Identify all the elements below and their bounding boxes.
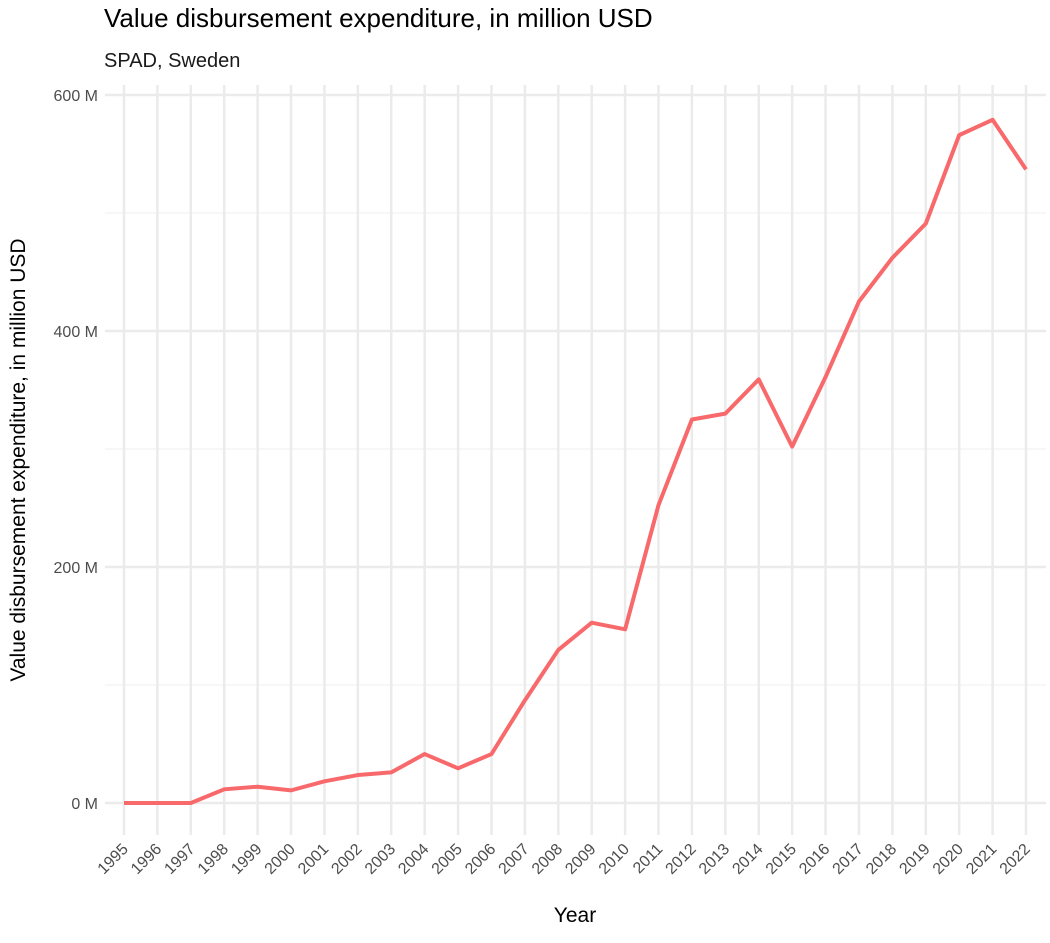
y-axis-ticks: 0 M 200 M 400 M 600 M: [54, 88, 98, 813]
x-tick-label: 2022: [997, 841, 1034, 878]
y-tick-label: 0 M: [71, 796, 98, 813]
x-tick-label: 1996: [128, 841, 165, 878]
x-tick-label: 2003: [362, 841, 399, 878]
x-tick-label: 2018: [863, 841, 900, 878]
y-axis-label: Value disbursement expenditure, in milli…: [7, 238, 30, 681]
y-tick-label: 400 M: [54, 324, 98, 341]
x-tick-label: 2014: [729, 841, 766, 878]
x-tick-label: 2007: [496, 841, 533, 878]
x-tick-label: 2008: [529, 841, 566, 878]
x-axis-label: Year: [554, 904, 596, 927]
x-tick-label: 2012: [663, 841, 700, 878]
x-axis-ticks: 1995199619971998199920002001200220032004…: [95, 841, 1034, 878]
x-tick-label: 2006: [462, 841, 499, 878]
x-tick-label: 2019: [896, 841, 933, 878]
y-tick-label: 200 M: [54, 560, 98, 577]
x-tick-label: 2002: [328, 841, 365, 878]
chart-title: Value disbursement expenditure, in milli…: [104, 3, 653, 33]
y-tick-label: 600 M: [54, 88, 98, 105]
x-tick-label: 1995: [95, 841, 132, 878]
x-tick-label: 2021: [963, 841, 1000, 878]
x-tick-label: 2005: [429, 841, 466, 878]
x-tick-label: 2017: [830, 841, 867, 878]
chart-subtitle: SPAD, Sweden: [104, 50, 240, 72]
x-tick-label: 2013: [696, 841, 733, 878]
x-tick-label: 2001: [295, 841, 332, 878]
grid: [105, 85, 1046, 835]
x-tick-label: 1997: [161, 841, 198, 878]
x-tick-label: 1998: [195, 841, 232, 878]
x-tick-label: 2015: [763, 841, 800, 878]
x-tick-label: 2020: [930, 841, 967, 878]
x-tick-label: 2016: [796, 841, 833, 878]
series-line: [124, 117, 1028, 805]
series-layer: [124, 117, 1028, 805]
x-tick-label: 2000: [262, 841, 299, 878]
x-tick-label: 2010: [596, 841, 633, 878]
x-tick-label: 2004: [395, 841, 432, 878]
x-tick-label: 2011: [630, 841, 666, 877]
x-tick-label: 1999: [228, 841, 265, 878]
x-tick-label: 2009: [562, 841, 599, 878]
